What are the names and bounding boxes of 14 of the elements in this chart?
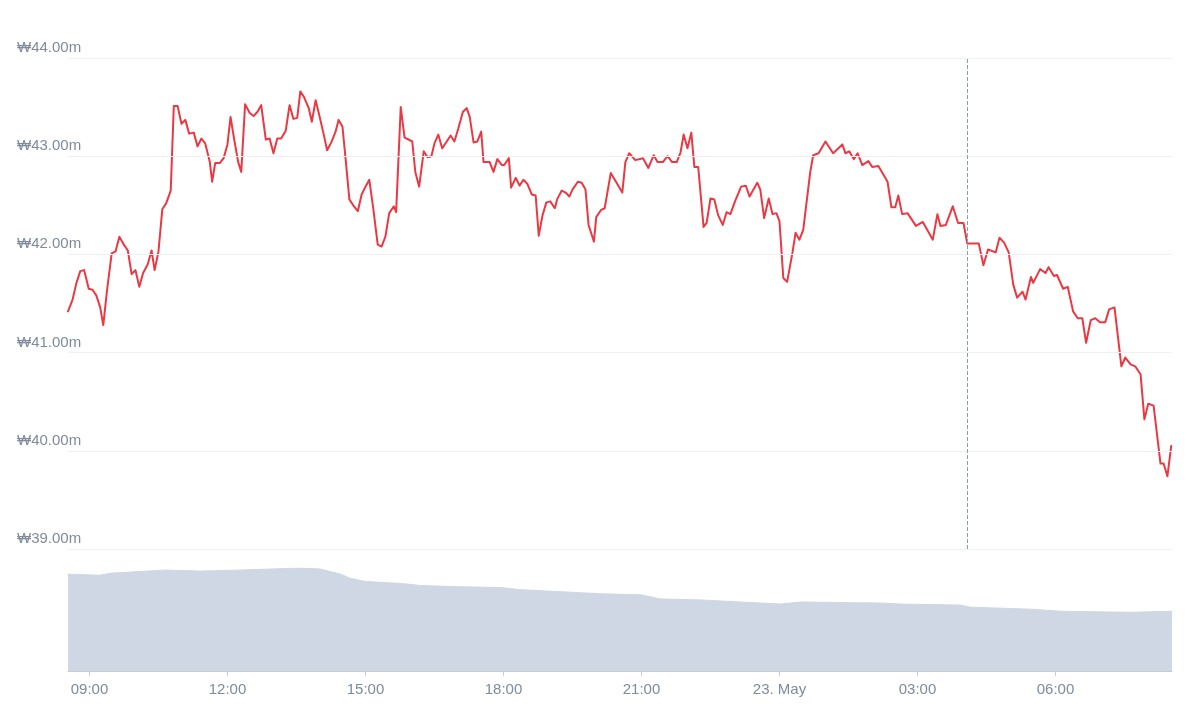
y-tick-label: ₩39.00m bbox=[17, 529, 82, 546]
y-tick-label: ₩43.00m bbox=[17, 136, 82, 154]
y-tick-label: ₩44.00m bbox=[17, 38, 82, 55]
x-tick-label: 09:00 bbox=[70, 680, 109, 697]
y-tick-label: ₩41.00m bbox=[17, 332, 82, 350]
x-tick-label: 12:00 bbox=[208, 680, 247, 697]
x-tick-label: 23. May bbox=[752, 680, 807, 697]
x-tick-label: 18:00 bbox=[484, 680, 523, 697]
x-tick-label: 03:00 bbox=[898, 680, 937, 697]
x-tick-label: 21:00 bbox=[622, 680, 661, 697]
y-tick-label: ₩42.00m bbox=[17, 234, 82, 252]
x-tick-label: 06:00 bbox=[1036, 680, 1075, 697]
x-tick-label: 15:00 bbox=[346, 680, 385, 697]
y-tick-label: ₩40.00m bbox=[17, 430, 82, 448]
